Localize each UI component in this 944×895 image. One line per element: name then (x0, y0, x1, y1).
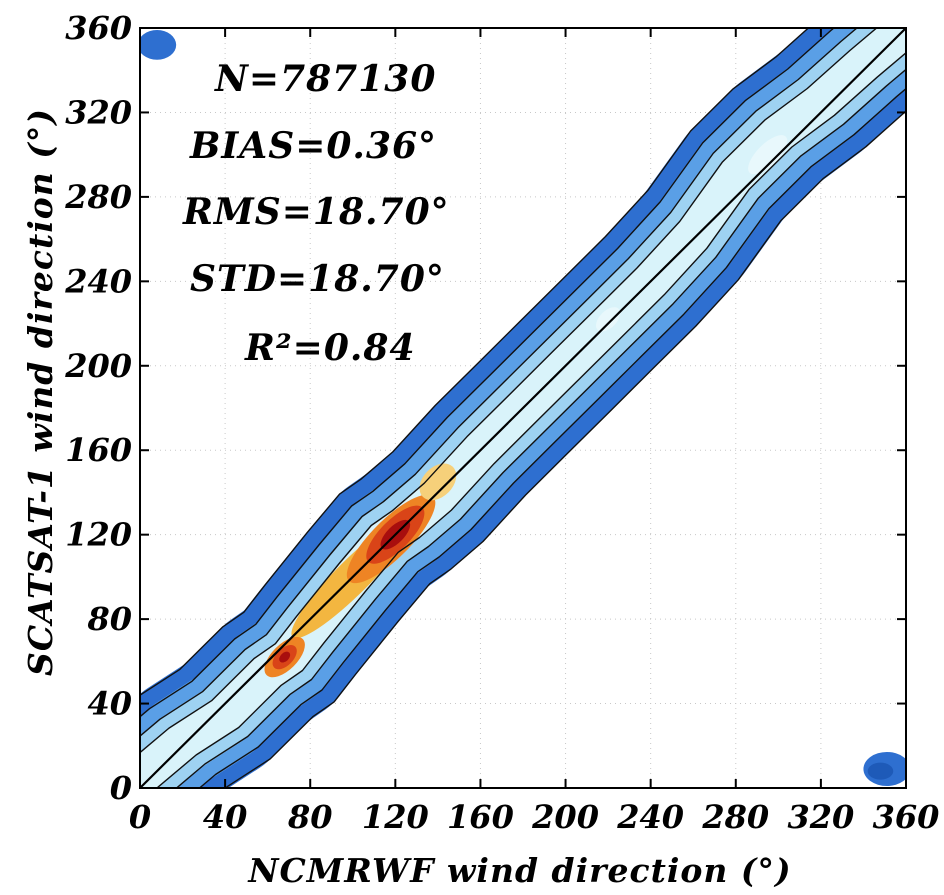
x-tick-label: 200 (531, 798, 599, 836)
y-tick-label: 320 (65, 93, 132, 131)
contour-line-lower-1 (224, 110, 906, 788)
x-tick-label: 40 (203, 798, 248, 836)
reference-line (139, 27, 907, 789)
contour-line-upper-3 (140, 28, 858, 737)
stat-rms: RMS=18.70° (182, 191, 450, 233)
y-tick-label: 160 (65, 431, 132, 469)
x-axis-label: NCMRWF wind direction (°) (247, 851, 791, 890)
x-tick-label: 240 (616, 798, 684, 836)
x-tick-label: 360 (873, 798, 940, 836)
density-blob-10 (279, 651, 291, 663)
contour-line-upper-4 (140, 28, 878, 754)
y-tick-label: 200 (64, 347, 132, 385)
y-tick-label: 120 (65, 516, 132, 554)
y-tick-label: 80 (86, 600, 132, 638)
x-tick-label: 280 (701, 798, 769, 836)
density-blob-1 (140, 29, 177, 60)
x-tick-label: 320 (787, 798, 854, 836)
contour-line-upper-1 (140, 28, 810, 696)
y-axis-label: SCATSAT-1 wind direction (°) (21, 108, 60, 676)
stat-bias: BIAS=0.36° (189, 125, 437, 167)
stat-std: STD=18.70° (190, 258, 445, 300)
contour-line-lower-4 (155, 51, 906, 788)
y-tick-label: 360 (65, 9, 132, 47)
density-blob-13 (748, 135, 788, 175)
x-tick-label: 0 (129, 798, 151, 836)
density-blob-12 (595, 307, 621, 332)
density-blob-3 (867, 762, 894, 780)
y-tick-label: 40 (87, 685, 132, 723)
x-tick-label: 160 (447, 798, 514, 836)
density-blob-11 (419, 463, 457, 501)
plot-frame (139, 27, 907, 789)
y-tick-label: 240 (64, 262, 132, 300)
contour-line-lower-3 (175, 68, 906, 788)
one-to-one-line (139, 27, 907, 789)
contour-line-lower-2 (198, 87, 906, 788)
y-tick-label: 0 (110, 769, 132, 807)
x-tick-label: 80 (287, 798, 333, 836)
stat-r2: R²=0.84 (244, 327, 416, 369)
stat-n: N=787130 (214, 58, 436, 100)
x-tick-label: 120 (362, 798, 429, 836)
y-tick-label: 280 (64, 178, 132, 216)
contour-line-upper-2 (140, 28, 835, 718)
axis-ticks: 0 40 80 120 160 200 240 280 320 360 0 40 80 120 160 200… (64, 9, 939, 836)
